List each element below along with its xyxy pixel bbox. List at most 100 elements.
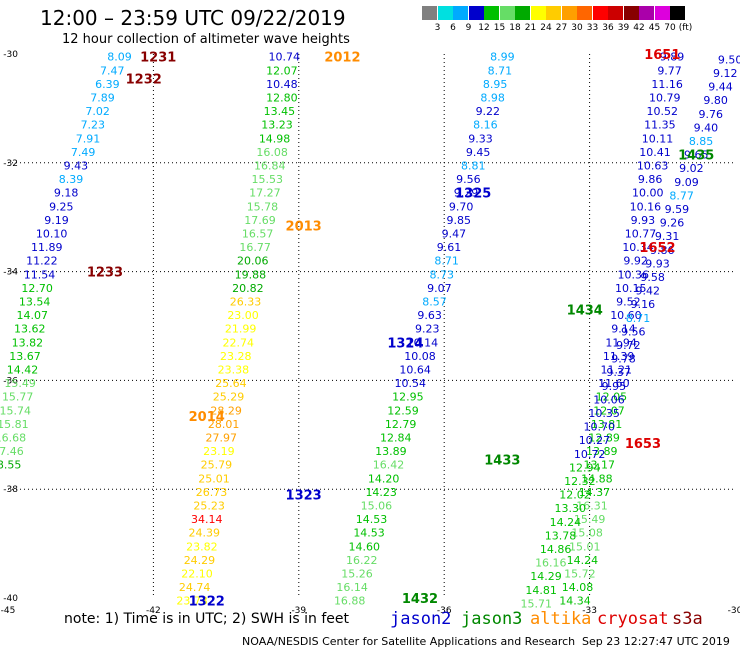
data-label: 10.48 [266, 78, 298, 91]
colorbar-label: 36 [602, 23, 614, 33]
colorbar-swatch [422, 6, 437, 20]
data-label: 13.78 [545, 529, 577, 542]
data-label: 14.07 [16, 309, 48, 322]
pass-time-label: 1433 [484, 453, 520, 468]
data-label: 15.71 [521, 597, 553, 610]
x-tick-label: -30 [728, 606, 740, 616]
footer-credit: NOAA/NESDIS Center for Satellite Applica… [242, 635, 576, 648]
data-label: 11.16 [651, 78, 683, 91]
data-label: 9.37 [606, 366, 631, 379]
pass-time-label: 2013 [286, 219, 322, 234]
data-label: 8.98 [480, 92, 505, 105]
data-label: 7.02 [85, 105, 110, 118]
data-label: 14.53 [356, 513, 388, 526]
data-label: 12.70 [21, 282, 53, 295]
data-label: 9.65 [684, 149, 709, 162]
data-label: 9.92 [623, 255, 648, 268]
satellite-label-altika: altika [530, 609, 592, 629]
data-label: 10.14 [407, 336, 439, 349]
data-label: 7.23 [81, 119, 106, 132]
footer-timestamp: Sep 23 12:27:47 UTC 2019 [582, 635, 730, 648]
data-label: 28.01 [208, 418, 240, 431]
x-tick-label: -45 [1, 606, 16, 616]
data-label: 24.74 [179, 581, 211, 594]
pass-time-label: 1324 [387, 336, 423, 351]
colorbar-label: 42 [633, 23, 645, 33]
colorbar-label: 27 [555, 23, 568, 33]
data-label: 13.82 [12, 336, 44, 349]
data-label: 8.99 [490, 51, 515, 64]
data-label: 15.06 [361, 500, 393, 513]
data-label: 15.26 [341, 568, 373, 581]
data-label: 8.95 [483, 78, 508, 91]
data-label: 9.45 [466, 146, 491, 159]
data-label: 16.08 [256, 146, 288, 159]
data-label: 10.27 [579, 434, 611, 447]
data-label: 9.09 [674, 176, 699, 189]
data-label: 9.02 [679, 162, 704, 175]
data-label: 10.06 [593, 393, 625, 406]
pass-time-label: 1652 [639, 241, 675, 256]
data-label: 22.10 [181, 568, 213, 581]
data-label: 8.57 [422, 296, 447, 309]
colorbar-swatch [608, 6, 623, 20]
colorbar-label: 15 [493, 23, 506, 33]
pass-time-label: 2014 [189, 410, 225, 425]
data-label: 20.06 [237, 255, 269, 268]
satellite-label-jason3: jason3 [461, 609, 523, 629]
colorbar-swatch [484, 6, 499, 20]
data-label: 9.80 [703, 94, 728, 107]
data-label: 10.15 [615, 282, 647, 295]
colorbar-swatch [453, 6, 468, 20]
colorbar-label: 70 [664, 23, 676, 33]
data-label: 11.21 [601, 364, 633, 377]
data-label: 10.36 [617, 268, 649, 281]
colorbar-swatch [639, 6, 654, 20]
data-label: 26.33 [230, 296, 262, 309]
data-label: 10.08 [404, 350, 436, 363]
data-label: 12.05 [596, 391, 628, 404]
data-label: 9.58 [640, 271, 665, 284]
note-text: note: 1) Time is in UTC; 2) SWH is in fe… [64, 611, 350, 627]
colorbar-label: (ft) [678, 23, 693, 33]
data-label: 28.29 [210, 404, 242, 417]
data-label: 12.79 [385, 418, 417, 431]
data-label: 7.47 [100, 64, 125, 77]
data-label: 13.30 [554, 502, 586, 515]
data-label: 13.45 [264, 105, 296, 118]
data-label: 17.69 [244, 214, 276, 227]
data-label: 9.95 [602, 380, 627, 393]
data-label: 14.88 [581, 472, 613, 485]
data-label: 9.31 [655, 230, 680, 243]
colorbar-swatch [592, 6, 608, 20]
data-label: 8.39 [59, 173, 84, 186]
colorbar-label: 45 [648, 23, 661, 33]
data-label: 8.16 [473, 119, 498, 132]
data-label: 14.42 [7, 364, 39, 377]
y-tick-label: -34 [3, 268, 18, 278]
data-label: 14.86 [540, 543, 572, 556]
data-label: 10.70 [584, 421, 616, 434]
colorbar-label: 9 [465, 23, 472, 33]
data-label: 14.23 [365, 486, 397, 499]
data-label: 13.89 [375, 445, 407, 458]
data-label: 12.07 [593, 404, 625, 417]
data-label: 16.16 [535, 557, 567, 570]
data-label: 12.95 [392, 391, 424, 404]
data-label: 15.77 [2, 391, 34, 404]
data-label: 9.29 [454, 187, 479, 200]
data-label: 9.44 [708, 81, 733, 94]
data-label: 10.74 [269, 51, 301, 64]
data-label: 9.78 [611, 353, 636, 366]
data-label: 11.22 [26, 255, 58, 268]
data-label: 9.50 [718, 53, 740, 66]
data-label: 13.23 [261, 119, 293, 132]
data-label: 10.72 [574, 448, 606, 461]
x-tick-label: -42 [146, 606, 161, 616]
data-label: 14.81 [525, 584, 557, 597]
data-label: 7.49 [71, 146, 96, 159]
y-tick-label: -36 [3, 376, 18, 386]
data-label: 9.93 [631, 214, 656, 227]
data-label: 9.26 [660, 217, 685, 230]
